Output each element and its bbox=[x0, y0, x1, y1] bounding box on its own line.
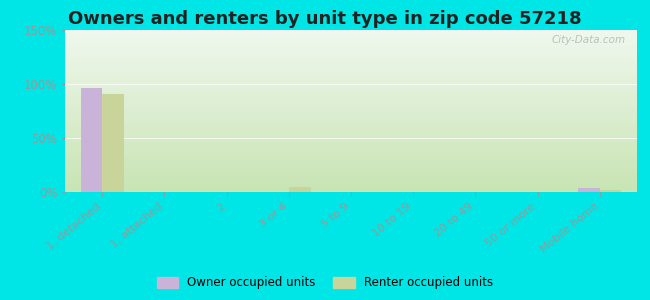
Text: Owners and renters by unit type in zip code 57218: Owners and renters by unit type in zip c… bbox=[68, 11, 582, 28]
Bar bbox=[81, 88, 102, 192]
Text: City-Data.com: City-Data.com bbox=[551, 35, 625, 45]
Bar bbox=[102, 94, 124, 192]
Bar bbox=[289, 187, 311, 192]
Legend: Owner occupied units, Renter occupied units: Owner occupied units, Renter occupied un… bbox=[152, 272, 498, 294]
Bar bbox=[578, 188, 600, 192]
Bar bbox=[600, 190, 621, 192]
